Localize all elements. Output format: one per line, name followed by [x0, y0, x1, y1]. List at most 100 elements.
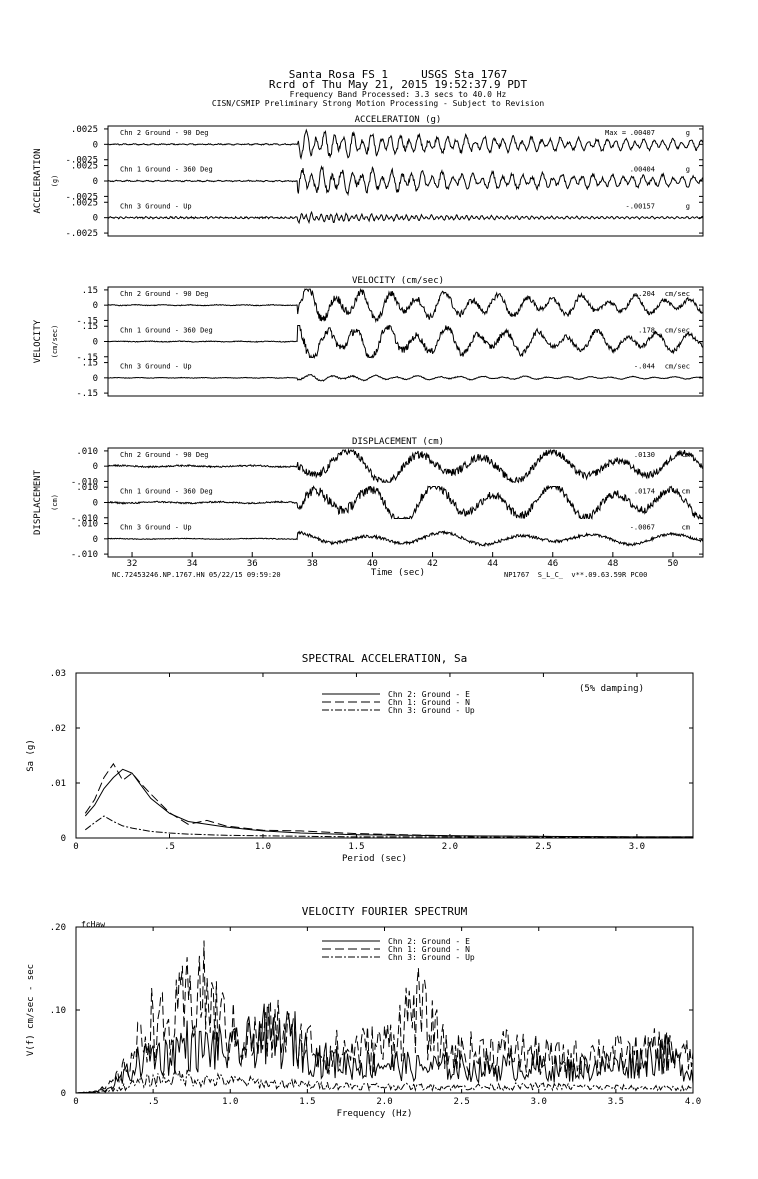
- xtick-label: 2.0: [442, 842, 458, 852]
- xtick-label: 1.0: [255, 842, 271, 852]
- ytick-label: 0: [61, 1089, 66, 1099]
- channel-label: Chn 2 Ground - 90 Deg: [120, 290, 209, 298]
- ytick-label: -.0025: [65, 229, 98, 239]
- time-tick-label: 44: [487, 559, 498, 569]
- spectrum-panel: VELOCITY FOURIER SPECTRUM Frequency (Hz) V…: [26, 905, 701, 1119]
- ytick-label: 0: [61, 834, 66, 844]
- panel-ylabel: VELOCITY: [33, 319, 43, 363]
- channel-label: Chn 2 Ground - 90 Deg: [120, 451, 209, 459]
- channel-label: Chn 3 Ground - Up: [120, 524, 192, 532]
- ytick-label: .01: [50, 779, 66, 789]
- ytick-label: 0: [93, 338, 98, 348]
- spectrum-title: VELOCITY FOURIER SPECTRUM: [302, 905, 468, 918]
- time-tick-label: 48: [607, 559, 618, 569]
- ytick-label: -.15: [76, 389, 98, 399]
- time-tick-label: 34: [187, 559, 198, 569]
- spectrum-xlabel: Period (sec): [342, 854, 407, 864]
- legend-label: Chn 2: Ground - E: [388, 937, 470, 946]
- xtick-label: .5: [164, 842, 175, 852]
- peak-value: -.0067: [630, 524, 655, 532]
- processing-stamp: fcHaw: [81, 920, 105, 929]
- peak-unit: cm/sec: [665, 290, 690, 298]
- peak-value: .178: [638, 326, 655, 334]
- waveform-trace: [107, 530, 704, 548]
- time-tick-label: 40: [367, 559, 378, 569]
- panel-ylabel: DISPLACEMENT: [33, 469, 43, 535]
- ytick-label: 0: [93, 535, 98, 545]
- header-disclaimer: CISN/CSMIP Preliminary Strong Motion Pro…: [212, 99, 545, 108]
- ytick-label: -.0025: [65, 156, 98, 166]
- ytick-label: .20: [50, 923, 66, 933]
- channel-label: Chn 2 Ground - 90 Deg: [120, 129, 209, 137]
- peak-value: .0130: [634, 451, 655, 459]
- ytick-label: -.010: [71, 514, 98, 524]
- ytick-label: -.010: [71, 550, 98, 560]
- waveform-trace: [107, 324, 704, 359]
- peak-unit: g: [686, 129, 690, 137]
- ytick-label: .010: [76, 447, 98, 457]
- ytick-label: .15: [82, 322, 98, 332]
- ytick-label: 0: [93, 374, 98, 384]
- time-axis-label: Time (sec): [371, 568, 425, 578]
- legend-label: Chn 3: Ground - Up: [388, 953, 475, 962]
- ytick-label: 0: [93, 462, 98, 472]
- peak-unit: g: [686, 202, 690, 210]
- waveform-trace: [107, 287, 704, 324]
- ytick-label: -.0025: [65, 192, 98, 202]
- spectrum-series-line: [84, 768, 693, 838]
- xtick-label: 2.0: [376, 1097, 392, 1107]
- channel-label: Chn 3 Ground - Up: [120, 363, 192, 371]
- ytick-label: -.15: [76, 316, 98, 326]
- ytick-label: .0025: [71, 198, 98, 208]
- ytick-label: -.15: [76, 353, 98, 363]
- peak-value: -.204: [634, 290, 655, 298]
- ytick-label: .0025: [71, 125, 98, 135]
- waveform-trace: [108, 374, 704, 382]
- peak-value: -.044: [634, 363, 655, 371]
- spectrum-panels: SPECTRAL ACCELERATION, Sa Period (sec) Sa …: [26, 652, 701, 1119]
- spectrum-ylabel: V(f) cm/sec - sec: [26, 964, 36, 1056]
- panel-yunit: (cm/sec): [51, 325, 59, 359]
- time-tick-label: 42: [427, 559, 438, 569]
- legend-label: Chn 1: Ground - N: [388, 698, 470, 707]
- spectrum-title: SPECTRAL ACCELERATION, Sa: [302, 652, 468, 665]
- waveform-trace: [107, 164, 704, 197]
- time-tick-label: 46: [547, 559, 558, 569]
- waveform-trace: [108, 484, 703, 520]
- legend-label: Chn 3: Ground - Up: [388, 706, 475, 715]
- spectrum-series-line: [75, 940, 694, 1094]
- spectrum-series-line: [84, 815, 693, 838]
- time-tick-label: 38: [307, 559, 318, 569]
- ytick-label: 0: [93, 140, 98, 150]
- xtick-label: 3.0: [531, 1097, 547, 1107]
- peak-unit: cm/sec: [665, 326, 690, 334]
- time-series-panel: VELOCITY (cm/sec) VELOCITY (cm/sec) .15 0 -.1…: [33, 276, 704, 399]
- peak-unit: g: [686, 166, 690, 174]
- legend-label: Chn 1: Ground - N: [388, 945, 470, 954]
- channel-label: Chn 1 Ground - 360 Deg: [120, 487, 213, 495]
- spectrum-frame: [75, 672, 694, 839]
- ytick-label: .0025: [71, 162, 98, 172]
- damping-annotation: (5% damping): [579, 684, 644, 694]
- legend-label: Chn 2: Ground - E: [388, 690, 470, 699]
- time-series-panel: DISPLACEMENT (cm) DISPLACEMENT (cm) .010 0 -.…: [33, 437, 704, 560]
- ytick-label: -.010: [71, 477, 98, 487]
- spectrum-panel: SPECTRAL ACCELERATION, Sa Period (sec) Sa …: [26, 652, 694, 864]
- peak-unit: cm/sec: [665, 363, 690, 371]
- waveform-trace: [107, 210, 704, 225]
- waveform-trace: [107, 128, 704, 160]
- channel-label: Chn 3 Ground - Up: [120, 202, 192, 210]
- ytick-label: 0: [93, 177, 98, 187]
- ytick-label: 0: [93, 214, 98, 224]
- footer-right: NP1767 S_L_C_ v**.09.63.59R PC00: [504, 571, 647, 579]
- header-record: Rcrd of Thu May 21, 2015 19:52:37.9 PDT: [269, 78, 528, 91]
- xtick-label: 1.0: [222, 1097, 238, 1107]
- panel-yunit: (g): [51, 175, 59, 188]
- peak-value: .0174: [634, 487, 655, 495]
- xtick-label: 3.5: [608, 1097, 624, 1107]
- xtick-label: 1.5: [299, 1097, 315, 1107]
- panel-ylabel: ACCELERATION: [33, 148, 43, 213]
- header-band: Frequency Band Processed: 3.3 secs to 40…: [290, 90, 507, 99]
- spectrum-ylabel: Sa (g): [26, 739, 36, 772]
